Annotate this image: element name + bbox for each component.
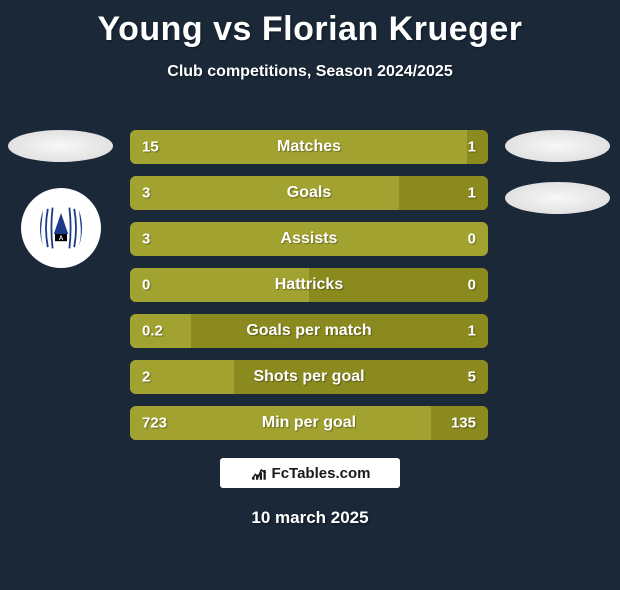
- stat-label: Goals: [130, 184, 488, 202]
- stat-label: Assists: [130, 230, 488, 248]
- stat-value-right: 1: [468, 185, 476, 202]
- stat-value-right: 0: [468, 231, 476, 248]
- player-left-flag-placeholder: [8, 130, 113, 162]
- stat-value-right: 1: [468, 139, 476, 156]
- right-player-column: [505, 130, 610, 214]
- player-right-club-placeholder: [505, 182, 610, 214]
- svg-text:A: A: [58, 236, 63, 242]
- brand-watermark: FcTables.com: [220, 458, 400, 488]
- stat-row: 0 Hattricks 0: [130, 268, 488, 302]
- stat-value-right: 5: [468, 369, 476, 386]
- subtitle: Club competitions, Season 2024/2025: [0, 63, 620, 81]
- stat-label: Min per goal: [130, 414, 488, 432]
- stat-value-right: 1: [468, 323, 476, 340]
- stat-row: 2 Shots per goal 5: [130, 360, 488, 394]
- arminia-crest-icon: A: [31, 198, 91, 258]
- player-left-club-badge: A: [21, 188, 101, 268]
- chart-icon: [250, 464, 268, 482]
- page-title: Young vs Florian Krueger: [0, 10, 620, 49]
- stat-label: Shots per goal: [130, 368, 488, 386]
- stat-label: Matches: [130, 138, 488, 156]
- stat-label: Hattricks: [130, 276, 488, 294]
- stat-row: 15 Matches 1: [130, 130, 488, 164]
- player-right-flag-placeholder: [505, 130, 610, 162]
- stat-label: Goals per match: [130, 322, 488, 340]
- stat-row: 0.2 Goals per match 1: [130, 314, 488, 348]
- stat-row: 3 Goals 1: [130, 176, 488, 210]
- stat-value-right: 135: [451, 415, 476, 432]
- stat-value-right: 0: [468, 277, 476, 294]
- brand-text: FcTables.com: [272, 465, 371, 482]
- stats-bars-container: 15 Matches 1 3 Goals 1 3 Assists 0 0 Hat…: [130, 130, 488, 440]
- stat-row: 723 Min per goal 135: [130, 406, 488, 440]
- left-player-column: A: [8, 130, 113, 268]
- stat-row: 3 Assists 0: [130, 222, 488, 256]
- date-text: 10 march 2025: [0, 508, 620, 528]
